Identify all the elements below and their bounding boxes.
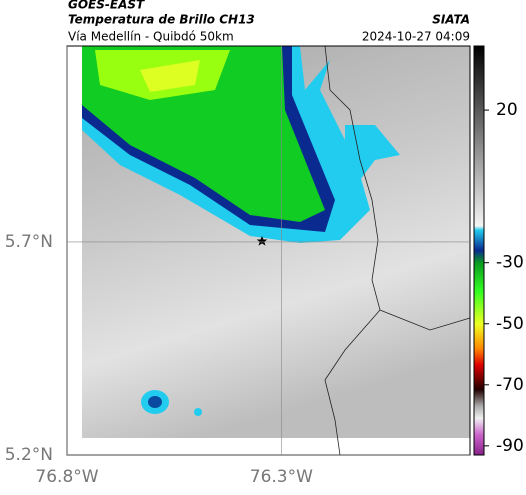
colorbar-tick-label: -30 (496, 253, 524, 273)
cloud-top (140, 60, 200, 92)
x-tick-label: 76.8°W (35, 467, 98, 487)
colorbar-tick-label: 20 (496, 100, 518, 120)
colorbar-tick-label: -90 (496, 436, 524, 456)
colorbar-tick-label: -50 (496, 314, 524, 334)
product: GOES-EAST (68, 0, 145, 12)
source: SIATA (432, 13, 470, 27)
colorbar-tick-label: -70 (496, 375, 524, 395)
datetime: 2024-10-27 04:09 (362, 30, 470, 44)
y-tick-label: 5.7°N (5, 232, 53, 252)
cloud-edge (345, 125, 400, 180)
cloud-cell (148, 396, 162, 408)
x-tick-label: 76.3°W (250, 467, 313, 487)
y-tick-label: 5.2°N (5, 445, 53, 465)
cloud-cell (194, 408, 202, 416)
title: Temperatura de Brillo CH13 (68, 13, 255, 27)
location-marker (256, 236, 268, 246)
border (324, 309, 381, 456)
subtitle: Vía Medellín - Quibdó 50km (68, 30, 234, 44)
border (324, 45, 471, 331)
colorbar (473, 45, 485, 456)
